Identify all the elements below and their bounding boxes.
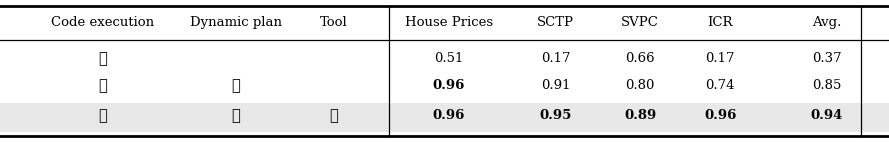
Text: 0.17: 0.17 [705,52,735,65]
Text: 0.80: 0.80 [625,79,655,92]
Text: Avg.: Avg. [812,15,842,29]
Text: ✓: ✓ [98,109,107,123]
Text: SCTP: SCTP [537,15,574,29]
Text: 0.51: 0.51 [434,52,464,65]
Text: 0.66: 0.66 [625,52,655,65]
Text: 0.94: 0.94 [811,109,843,122]
Bar [0,103,889,132]
Text: 0.74: 0.74 [705,79,735,92]
Text: 0.96: 0.96 [704,109,736,122]
Text: 0.37: 0.37 [812,52,842,65]
Text: 0.17: 0.17 [541,52,571,65]
Text: ✓: ✓ [231,79,240,93]
Text: 0.89: 0.89 [624,109,656,122]
Text: 0.96: 0.96 [433,79,465,92]
Text: House Prices: House Prices [404,15,493,29]
Text: 0.85: 0.85 [812,79,842,92]
Text: ✓: ✓ [231,109,240,123]
Text: SVPC: SVPC [621,15,659,29]
Text: ✓: ✓ [98,52,107,66]
Text: ICR: ICR [708,15,733,29]
Text: 0.96: 0.96 [433,109,465,122]
Text: Dynamic plan: Dynamic plan [189,15,282,29]
Text: 0.95: 0.95 [540,109,572,122]
Text: ✓: ✓ [329,109,338,123]
Text: Tool: Tool [319,15,348,29]
Text: 0.91: 0.91 [541,79,571,92]
Text: ✓: ✓ [98,79,107,93]
Text: Code execution: Code execution [51,15,154,29]
